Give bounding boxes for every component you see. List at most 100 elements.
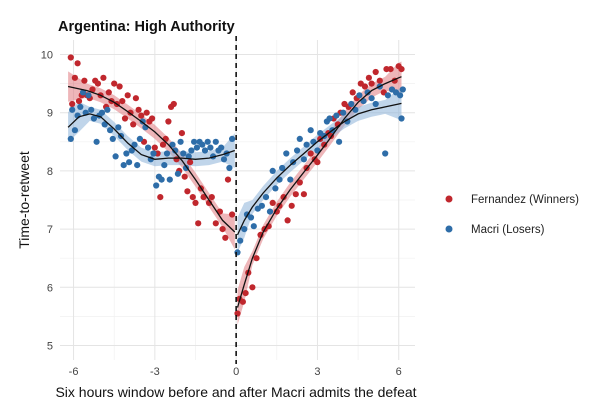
data-point (207, 144, 214, 151)
data-point (189, 194, 196, 201)
data-point (266, 208, 274, 215)
data-point (128, 147, 135, 154)
data-point (104, 106, 111, 113)
data-point (187, 159, 194, 166)
data-point (229, 135, 236, 142)
data-point (326, 115, 333, 122)
data-point (283, 150, 290, 157)
data-point (287, 176, 294, 183)
axes: -6 -3 0 3 6 5 6 7 8 9 10 (41, 50, 402, 378)
data-point (89, 86, 96, 93)
data-point (101, 121, 108, 128)
data-point (67, 54, 74, 61)
data-point (174, 170, 181, 177)
data-point (307, 127, 314, 134)
legend: Fernandez (Winners) Macri (Losers) (445, 194, 579, 236)
data-point (220, 156, 228, 163)
data-point (365, 74, 372, 81)
data-point (90, 115, 97, 122)
data-point (296, 179, 303, 186)
data-point (364, 89, 371, 96)
data-point (376, 77, 383, 84)
data-point (212, 220, 219, 227)
data-point (269, 199, 276, 206)
data-point (77, 103, 84, 110)
data-point (397, 92, 404, 99)
y-axis-label: Time-to-retweet (16, 151, 32, 249)
data-point (249, 284, 256, 291)
y-tick-label: 9 (47, 108, 53, 120)
data-point (93, 138, 100, 145)
data-point (107, 127, 114, 134)
data-point (157, 194, 164, 201)
confidence-band-after (237, 88, 402, 253)
data-point (177, 138, 184, 145)
legend-label: Macri (Losers) (471, 224, 545, 236)
data-point (387, 66, 394, 73)
data-point (165, 118, 172, 125)
data-point (288, 202, 295, 209)
data-point (292, 191, 299, 198)
data-point (170, 100, 177, 108)
data-point (229, 211, 236, 218)
data-point (307, 150, 314, 157)
y-tick-label: 7 (47, 224, 53, 236)
data-point (100, 74, 107, 81)
data-point (135, 106, 142, 113)
data-point (247, 214, 255, 221)
data-point (224, 176, 232, 183)
data-point (163, 150, 171, 157)
data-point (132, 95, 139, 102)
data-point (239, 298, 246, 305)
data-point (74, 60, 81, 67)
data-point (296, 135, 303, 142)
data-point (71, 74, 78, 81)
data-point (222, 234, 229, 241)
data-point (382, 150, 389, 157)
data-point (262, 194, 270, 201)
data-point (119, 98, 126, 105)
data-point (169, 141, 176, 148)
data-point (201, 147, 209, 154)
data-point (195, 220, 202, 227)
data-point (75, 98, 83, 105)
fit-line-after (236, 102, 402, 236)
data-point (384, 92, 391, 99)
data-point (253, 255, 260, 262)
data-point (116, 83, 123, 90)
data-point (398, 115, 405, 122)
data-point (372, 100, 379, 108)
data-point (272, 185, 279, 192)
data-point (193, 144, 200, 151)
data-point (161, 162, 168, 169)
data-point (279, 164, 286, 172)
data-point (356, 92, 363, 99)
data-point (105, 89, 112, 96)
data-point (280, 194, 287, 201)
data-point (109, 135, 116, 142)
data-point (88, 106, 95, 113)
data-point (314, 159, 321, 166)
y-tick-label: 5 (47, 340, 53, 352)
data-point (111, 80, 118, 87)
data-point (300, 156, 307, 163)
data-point (208, 194, 215, 201)
data-point (269, 167, 276, 174)
data-point (303, 141, 310, 148)
data-point (314, 147, 321, 154)
data-points (67, 54, 406, 317)
legend-marker (445, 225, 453, 233)
y-tick-label: 8 (47, 166, 53, 178)
data-point (372, 68, 379, 76)
data-point (344, 118, 351, 125)
data-point (130, 121, 137, 128)
data-point (162, 135, 169, 142)
confidence-band-after (237, 61, 402, 326)
data-point (145, 144, 152, 151)
data-point (134, 162, 141, 169)
fit-lines (67, 76, 402, 308)
data-point (138, 112, 145, 119)
data-point (294, 147, 301, 154)
x-axis-label: Six hours window before and after Macri … (55, 384, 416, 400)
